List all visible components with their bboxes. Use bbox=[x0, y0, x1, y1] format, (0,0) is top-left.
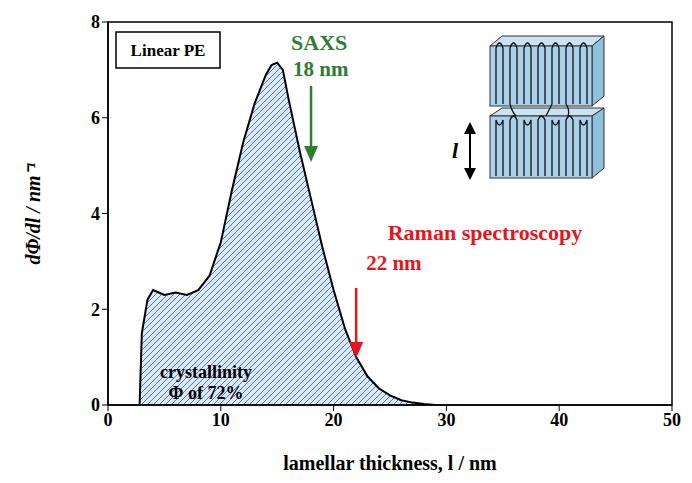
svg-text:30: 30 bbox=[437, 410, 455, 430]
svg-text:22 nm: 22 nm bbox=[366, 251, 422, 275]
svg-text:SAXS: SAXS bbox=[291, 30, 347, 55]
svg-text:Φ of 72%: Φ of 72% bbox=[169, 383, 244, 403]
svg-text:6: 6 bbox=[91, 108, 100, 128]
svg-text:20: 20 bbox=[325, 410, 343, 430]
svg-text:Raman spectroscopy: Raman spectroscopy bbox=[388, 220, 583, 245]
svg-text:Linear PE: Linear PE bbox=[131, 41, 206, 60]
svg-text:18 nm: 18 nm bbox=[293, 57, 349, 81]
svg-text:0: 0 bbox=[91, 395, 100, 415]
svg-text:50: 50 bbox=[663, 410, 681, 430]
svg-text:crystallinity: crystallinity bbox=[160, 362, 252, 382]
svg-text:dΦ/dl / nm⁻¹: dΦ/dl / nm⁻¹ bbox=[22, 162, 44, 264]
svg-text:10: 10 bbox=[212, 410, 230, 430]
svg-text:40: 40 bbox=[550, 410, 568, 430]
svg-text:4: 4 bbox=[91, 204, 100, 224]
svg-text:l: l bbox=[452, 138, 459, 163]
svg-text:0: 0 bbox=[104, 410, 113, 430]
svg-text:lamellar thickness, l / nm: lamellar thickness, l / nm bbox=[283, 452, 497, 474]
svg-text:2: 2 bbox=[91, 300, 100, 320]
svg-text:8: 8 bbox=[91, 12, 100, 32]
